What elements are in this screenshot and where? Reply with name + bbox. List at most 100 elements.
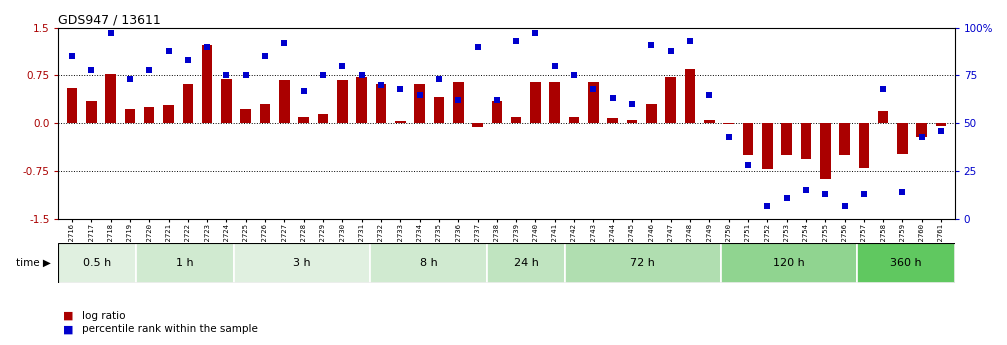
Point — [353, 73, 370, 78]
Point — [721, 134, 737, 139]
Point — [798, 188, 814, 193]
Point — [547, 63, 563, 69]
Point — [219, 73, 235, 78]
Bar — [182, 84, 193, 123]
Point — [450, 98, 466, 103]
Point — [817, 191, 833, 197]
Point — [837, 203, 853, 208]
Bar — [163, 106, 174, 123]
Point — [238, 73, 254, 78]
Point — [315, 73, 331, 78]
Bar — [395, 121, 406, 123]
Bar — [318, 114, 328, 123]
Bar — [897, 123, 907, 154]
Point — [509, 38, 525, 44]
Point — [373, 82, 389, 88]
Text: ■: ■ — [63, 325, 74, 334]
Bar — [721, 243, 857, 283]
Point — [933, 128, 950, 134]
Point — [585, 86, 601, 92]
Bar — [234, 243, 371, 283]
Point — [701, 92, 717, 97]
Point — [894, 189, 910, 195]
Bar — [58, 243, 136, 283]
Point — [488, 98, 505, 103]
Point — [180, 57, 196, 63]
Bar — [530, 82, 541, 123]
Point — [257, 53, 273, 59]
Bar — [487, 243, 565, 283]
Point — [528, 31, 544, 36]
Point — [122, 77, 138, 82]
Point — [624, 101, 640, 107]
Bar — [820, 123, 831, 179]
Bar — [491, 101, 502, 123]
Point — [856, 191, 872, 197]
Point — [875, 86, 891, 92]
Text: log ratio: log ratio — [82, 311, 125, 321]
Point — [276, 40, 292, 46]
Point — [334, 63, 350, 69]
Text: time ▶: time ▶ — [16, 258, 51, 268]
Point — [778, 195, 795, 201]
Point — [141, 67, 157, 72]
Text: 1 h: 1 h — [176, 258, 194, 268]
Text: 3 h: 3 h — [293, 258, 311, 268]
Point — [740, 163, 756, 168]
Bar — [550, 82, 560, 123]
Bar — [260, 104, 271, 123]
Bar — [86, 101, 97, 123]
Bar — [298, 117, 309, 123]
Point — [682, 38, 698, 44]
Text: 120 h: 120 h — [773, 258, 805, 268]
Bar — [371, 243, 487, 283]
Point — [199, 44, 215, 49]
Text: 0.5 h: 0.5 h — [84, 258, 112, 268]
Bar — [936, 123, 947, 126]
Bar — [666, 77, 676, 123]
Bar — [607, 118, 618, 123]
Text: ■: ■ — [63, 311, 74, 321]
Text: 24 h: 24 h — [514, 258, 539, 268]
Text: 72 h: 72 h — [630, 258, 656, 268]
Bar — [916, 123, 927, 137]
Bar — [704, 119, 715, 123]
Bar — [742, 123, 753, 155]
Bar — [857, 243, 955, 283]
Bar — [839, 123, 850, 155]
Point — [63, 53, 80, 59]
Bar — [66, 88, 78, 123]
Bar — [472, 123, 483, 127]
Text: 8 h: 8 h — [420, 258, 437, 268]
Point — [643, 42, 660, 48]
Text: 360 h: 360 h — [890, 258, 921, 268]
Bar — [356, 77, 367, 123]
Bar — [646, 104, 657, 123]
Point — [913, 134, 929, 139]
Point — [160, 48, 176, 53]
Bar — [781, 123, 792, 155]
Bar — [569, 117, 579, 123]
Bar — [144, 107, 154, 123]
Point — [103, 31, 119, 36]
Bar — [723, 123, 734, 124]
Text: GDS947 / 13611: GDS947 / 13611 — [58, 13, 161, 27]
Point — [296, 88, 312, 93]
Point — [469, 44, 485, 49]
Bar — [626, 120, 637, 123]
Bar — [511, 117, 522, 123]
Text: percentile rank within the sample: percentile rank within the sample — [82, 325, 258, 334]
Bar — [222, 79, 232, 123]
Point — [393, 86, 409, 92]
Bar — [376, 84, 387, 123]
Bar — [588, 82, 599, 123]
Bar — [337, 80, 347, 123]
Bar — [859, 123, 869, 168]
Bar — [106, 73, 116, 123]
Bar — [125, 109, 135, 123]
Bar — [279, 80, 290, 123]
Bar — [685, 69, 695, 123]
Bar — [762, 123, 772, 169]
Bar — [434, 97, 444, 123]
Point — [604, 96, 620, 101]
